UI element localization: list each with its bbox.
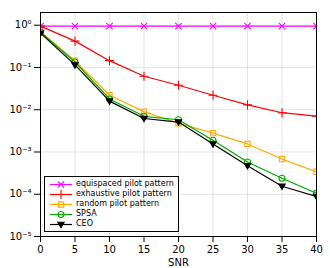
svg-text:35: 35	[276, 244, 289, 255]
svg-text:10⁰: 10⁰	[15, 19, 32, 30]
svg-text:10⁻⁵: 10⁻⁵	[9, 231, 31, 242]
html-text:SPSA: SPSA	[76, 209, 97, 218]
svg-text:SNR: SNR	[168, 257, 189, 268]
svg-text:40: 40	[310, 244, 323, 255]
html-text:CEO: CEO	[76, 219, 93, 228]
svg-text:10⁻³: 10⁻³	[9, 146, 31, 157]
svg-text:10: 10	[103, 244, 116, 255]
svg-text:10⁻²: 10⁻²	[9, 104, 31, 115]
svg-text:10⁻⁴: 10⁻⁴	[9, 188, 31, 199]
html-text:equispaced pilot pattern: equispaced pilot pattern	[76, 179, 174, 188]
svg-text:30: 30	[241, 244, 254, 255]
svg-text:25: 25	[207, 244, 220, 255]
svg-text:5: 5	[72, 244, 78, 255]
svg-text:10⁻¹: 10⁻¹	[9, 62, 31, 73]
svg-text:15: 15	[138, 244, 151, 255]
html-text:exhaustive pilot pattern: exhaustive pilot pattern	[76, 189, 172, 198]
html-text:random pilot pattern: random pilot pattern	[76, 199, 160, 208]
svg-text:20: 20	[172, 244, 185, 255]
svg-text:0: 0	[37, 244, 43, 255]
